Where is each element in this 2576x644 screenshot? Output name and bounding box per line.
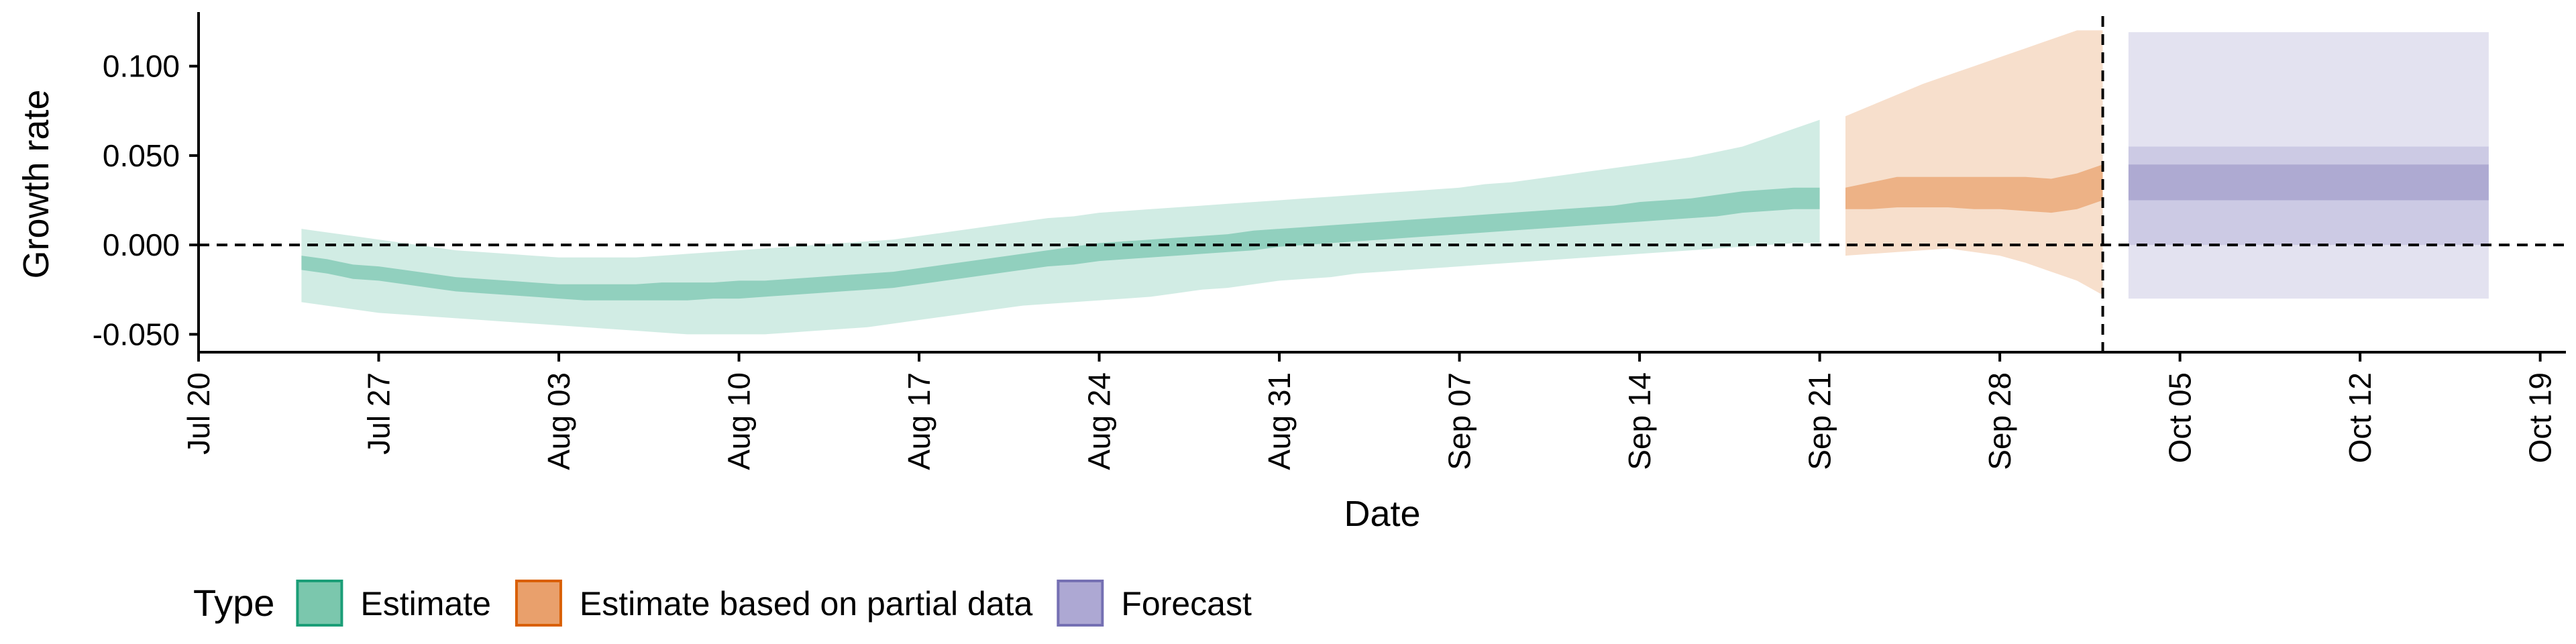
legend-label-estimate: Estimate: [360, 585, 491, 623]
x-tick-label: Jul 20: [181, 372, 216, 455]
band-outer-forecast: [2128, 32, 2489, 299]
y-tick-label: 0.000: [103, 227, 180, 262]
band-inner-forecast: [2128, 164, 2489, 201]
y-axis-title: Growth rate: [16, 89, 56, 278]
series-estimate: [301, 119, 1820, 335]
legend-label-estimate-based-on-partial-data: Estimate based on partial data: [580, 585, 1033, 623]
x-tick-label: Aug 17: [902, 372, 936, 470]
band-mid-forecast: [2128, 146, 2489, 246]
legend-key-estimate: [296, 580, 343, 627]
x-tick-label: Aug 24: [1082, 372, 1117, 470]
bands-layer: [301, 30, 2489, 335]
legend-title: Type: [193, 582, 274, 624]
legend: Type Estimate Estimate based on partial d…: [193, 580, 1252, 627]
band-inner-estimate-based-on-partial-data: [1845, 164, 2103, 213]
legend-label-forecast: Forecast: [1121, 585, 1252, 623]
band-inner-estimate: [301, 187, 1820, 301]
x-tick-label: Sep 28: [1982, 372, 2017, 470]
x-tick-label: Aug 31: [1262, 372, 1297, 470]
series-forecast: [2128, 32, 2489, 299]
x-tick-label: Oct 12: [2343, 372, 2377, 464]
x-tick-label: Aug 10: [722, 372, 757, 470]
y-tick-label: -0.050: [93, 317, 180, 352]
band-outer-estimate-based-on-partial-data: [1845, 30, 2103, 295]
reference-lines-layer: [199, 16, 2566, 352]
legend-key-forecast: [1057, 580, 1104, 627]
x-tick-label: Jul 27: [362, 372, 396, 455]
y-tick-label: 0.050: [103, 138, 180, 173]
x-axis-title: Date: [1344, 494, 1420, 534]
x-tick-label: Sep 14: [1622, 372, 1657, 470]
legend-key-estimate-based-on-partial-data: [515, 580, 562, 627]
x-tick-label: Oct 19: [2523, 372, 2558, 464]
x-tick-label: Oct 05: [2163, 372, 2198, 464]
y-tick-label: 0.100: [103, 49, 180, 84]
x-tick-label: Sep 07: [1442, 372, 1477, 470]
band-outer-estimate: [301, 119, 1820, 335]
x-tick-label: Aug 03: [541, 372, 576, 470]
series-estimate-based-on-partial-data: [1845, 30, 2103, 295]
x-tick-label: Sep 21: [1803, 372, 1837, 470]
